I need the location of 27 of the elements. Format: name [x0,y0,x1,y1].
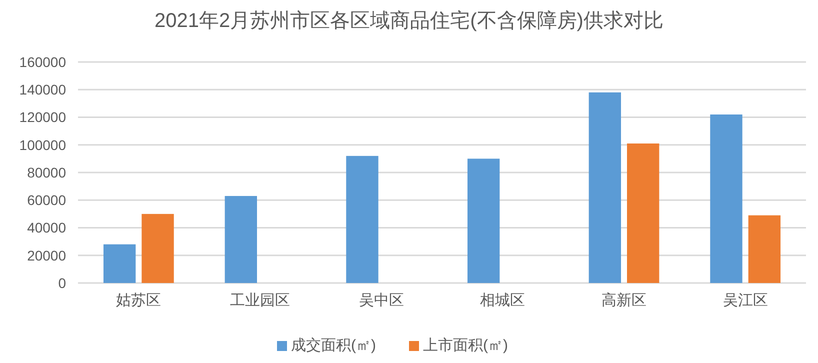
y-tick-label: 100000 [19,136,66,153]
y-tick-label: 120000 [19,109,66,126]
y-tick-label: 160000 [19,54,66,70]
legend-label: 成交面积(㎡) [291,337,376,354]
y-tick-label: 40000 [27,220,66,236]
chart-title: 2021年2月苏州市区各区域商品住宅(不含保障房)供求对比 [154,9,664,32]
x-tick-label: 吴江区 [722,292,768,309]
x-tick-label: 相城区 [480,292,526,309]
y-tick-label: 80000 [27,164,66,180]
bar [346,156,378,283]
bar [588,92,621,283]
y-tick-label: 20000 [27,247,66,264]
x-tick-label: 工业园区 [230,292,290,309]
bar [142,214,174,283]
bar [627,143,660,283]
x-tick-label: 高新区 [602,292,646,309]
bar [224,196,257,283]
legend-label: 上市面积(㎡) [423,337,508,354]
x-tick-label: 姑苏区 [116,292,162,309]
bar [103,244,136,283]
bar [710,114,742,283]
y-tick-label: 0 [58,274,66,291]
x-tick-label: 吴中区 [358,292,404,309]
bar [748,215,781,283]
y-tick-label: 60000 [27,192,66,208]
y-tick-label: 140000 [19,82,66,98]
bar [467,158,500,283]
